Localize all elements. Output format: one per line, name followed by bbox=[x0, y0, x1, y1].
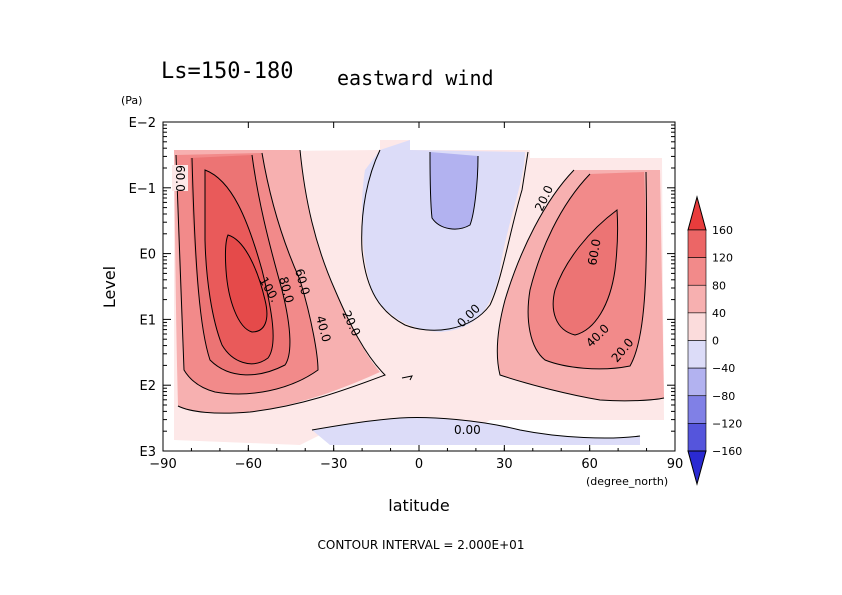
contour-line-neg20-core bbox=[429, 151, 479, 230]
contour-line-20-left bbox=[177, 149, 386, 414]
colorbar-label: 120 bbox=[712, 252, 733, 265]
colorbar: 160 120 80 40 0 −40 −80 −120 −160 bbox=[687, 195, 742, 486]
colorbar-label: 0 bbox=[712, 335, 719, 348]
contour-label-bg-1 bbox=[172, 165, 188, 191]
colorbar-swatch bbox=[687, 229, 707, 258]
contour-label: 80.0 bbox=[276, 275, 296, 304]
y-tick-label: E1 bbox=[140, 313, 157, 328]
contour-label: 60.0 bbox=[292, 267, 312, 296]
colorbar-swatch bbox=[687, 423, 707, 452]
fill-60-right bbox=[553, 210, 618, 335]
contour-line-20-right bbox=[496, 169, 665, 402]
colorbar-arrow-bottom bbox=[687, 450, 707, 486]
contour-line-100-left bbox=[224, 234, 268, 333]
fill-negative-upper bbox=[361, 140, 525, 332]
colorbar-label: −80 bbox=[712, 390, 735, 403]
y-tick-label: E0 bbox=[140, 248, 157, 263]
colorbar-swatch bbox=[687, 340, 707, 369]
y-axis: E−2 E−1 E0 E1 E2 E3 bbox=[129, 116, 675, 460]
contour-line-0-upper bbox=[361, 149, 529, 331]
x-tick-label: 0 bbox=[415, 457, 423, 472]
x-tick-label: −30 bbox=[320, 457, 347, 472]
colorbar-label: 40 bbox=[712, 307, 726, 320]
colorbar-arrow-top bbox=[687, 195, 707, 231]
contour-line-40-left bbox=[175, 152, 319, 395]
colorbar-label: −40 bbox=[712, 362, 735, 375]
colorbar-swatch bbox=[687, 312, 707, 341]
y-units-label: (Pa) bbox=[121, 94, 142, 107]
contour-label: 0.00 bbox=[454, 423, 481, 437]
x-axis-units: (degree_north) bbox=[586, 475, 668, 488]
colorbar-label: 80 bbox=[712, 279, 726, 292]
contour-lines bbox=[175, 149, 665, 439]
contour-interval-footer: CONTOUR INTERVAL = 2.000E+01 bbox=[318, 538, 525, 552]
x-tick-label: −90 bbox=[149, 457, 176, 472]
contour-line-60-right bbox=[552, 209, 619, 336]
colorbar-swatch bbox=[687, 395, 707, 424]
colorbar-label: −120 bbox=[712, 417, 742, 430]
x-tick-label: 30 bbox=[496, 457, 513, 472]
fill-negative-lower bbox=[312, 417, 640, 445]
colorbar-label: −160 bbox=[712, 445, 742, 458]
x-axis: −90 −60 −30 0 30 60 90 bbox=[149, 122, 683, 472]
contour-label: 60.0 bbox=[585, 238, 603, 267]
fill-negative-core bbox=[430, 152, 478, 230]
colorbar-swatch bbox=[687, 284, 707, 314]
colorbar-swatch bbox=[687, 257, 707, 286]
y-tick-label: E−1 bbox=[129, 182, 156, 197]
y-tick-label: E−2 bbox=[129, 116, 156, 131]
chart-subtitle: eastward wind bbox=[337, 66, 494, 90]
y-tick-label: E3 bbox=[140, 445, 157, 460]
x-tick-label: −60 bbox=[235, 457, 262, 472]
colorbar-swatch bbox=[687, 367, 707, 397]
chart-title: Ls=150-180 bbox=[161, 59, 293, 84]
plot-area: 60.0 100. 80.0 60.0 40.0 20.0 0.00 20.0 … bbox=[162, 121, 676, 452]
fill-100-left bbox=[225, 235, 267, 332]
x-axis-label: latitude bbox=[388, 496, 449, 515]
colorbar-label: 160 bbox=[712, 224, 733, 237]
y-tick-label: E2 bbox=[140, 379, 157, 394]
contour-line-small bbox=[401, 375, 413, 381]
contour-line-0-lower bbox=[311, 417, 641, 439]
contour-line-60-left bbox=[191, 154, 291, 376]
y-axis-label: Level bbox=[100, 266, 119, 308]
x-tick-label: 90 bbox=[667, 457, 684, 472]
contour-label: 60.0 bbox=[173, 165, 187, 192]
contour-line-80-left bbox=[204, 169, 274, 365]
contour-line-40-right bbox=[527, 171, 648, 370]
x-tick-label: 60 bbox=[581, 457, 598, 472]
contour-label: 40.0 bbox=[313, 314, 333, 343]
